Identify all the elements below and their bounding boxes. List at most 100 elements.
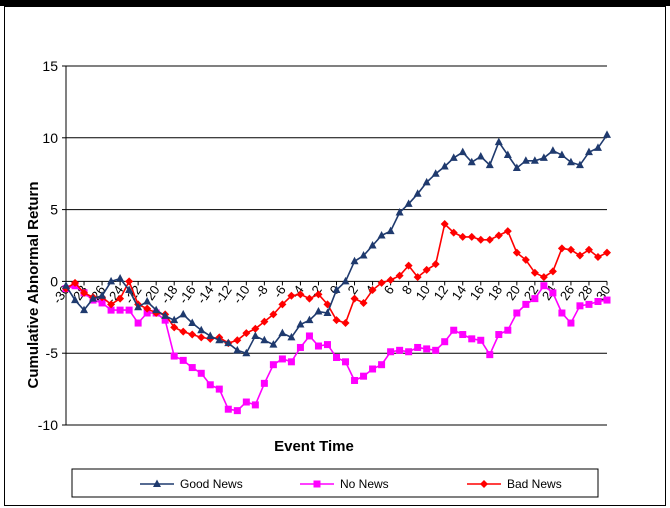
data-point <box>314 481 321 488</box>
data-point <box>315 343 322 350</box>
data-point <box>189 364 196 371</box>
data-point <box>459 148 467 156</box>
data-point <box>540 282 547 289</box>
data-point <box>576 252 584 260</box>
data-point <box>342 319 350 327</box>
data-point <box>567 246 575 254</box>
data-point <box>432 260 440 268</box>
data-point <box>251 331 259 339</box>
data-point <box>197 333 205 341</box>
data-point <box>261 380 268 387</box>
data-point <box>171 353 178 360</box>
y-tick-label: -5 <box>46 345 59 361</box>
data-point <box>594 298 601 305</box>
data-point <box>278 329 286 337</box>
data-point <box>116 274 124 282</box>
data-point <box>126 307 133 314</box>
data-point <box>585 301 592 308</box>
data-point <box>243 399 250 406</box>
data-point <box>495 231 503 239</box>
data-point <box>495 331 502 338</box>
data-point <box>432 347 439 354</box>
data-point <box>333 316 341 324</box>
data-point <box>567 320 574 327</box>
legend-label: Bad News <box>507 477 562 491</box>
x-tick-label: -8 <box>252 283 271 301</box>
data-point <box>342 358 349 365</box>
data-point <box>495 138 503 146</box>
data-point <box>188 331 196 339</box>
data-point <box>180 357 187 364</box>
data-point <box>459 233 467 241</box>
x-tick-label: 20 <box>503 283 524 303</box>
data-point <box>450 327 457 334</box>
data-point <box>450 153 458 161</box>
data-point <box>369 365 376 372</box>
data-point <box>540 153 548 161</box>
data-point <box>567 158 575 166</box>
data-point <box>198 370 205 377</box>
x-tick-label: 16 <box>467 283 488 303</box>
axes <box>62 66 607 425</box>
data-point <box>477 152 485 160</box>
data-point <box>441 338 448 345</box>
data-point <box>270 361 277 368</box>
data-point <box>540 273 548 281</box>
data-point <box>279 355 286 362</box>
data-point <box>351 377 358 384</box>
data-point <box>603 130 611 138</box>
data-point <box>288 358 295 365</box>
data-point <box>179 328 187 336</box>
data-point <box>414 344 421 351</box>
data-point <box>225 406 232 413</box>
gridlines <box>66 66 607 425</box>
data-point <box>387 348 394 355</box>
data-point <box>314 307 322 315</box>
x-tick-label: 2 <box>345 283 361 298</box>
x-axis-label: Event Time <box>274 438 354 455</box>
data-point <box>207 381 214 388</box>
y-tick-label: 5 <box>50 202 58 218</box>
data-point <box>486 351 493 358</box>
data-point <box>558 309 565 316</box>
data-point <box>351 257 359 265</box>
data-point <box>549 146 557 154</box>
x-tick-label: 10 <box>413 283 434 303</box>
data-point <box>324 341 331 348</box>
data-point <box>549 289 556 296</box>
data-point <box>135 320 142 327</box>
series-layer <box>62 130 611 414</box>
data-point <box>504 227 512 235</box>
legend-label: No News <box>340 477 389 491</box>
data-point <box>297 344 304 351</box>
data-point <box>477 236 485 244</box>
data-point <box>387 227 395 235</box>
data-point <box>233 346 241 354</box>
data-point <box>604 297 611 304</box>
data-point <box>486 236 494 244</box>
data-point <box>333 354 340 361</box>
data-point <box>387 276 395 284</box>
data-point <box>468 233 476 241</box>
y-tick-label: 15 <box>42 58 58 74</box>
data-point <box>504 327 511 334</box>
x-tick-label: 12 <box>431 283 452 303</box>
data-point <box>477 337 484 344</box>
data-point <box>306 332 313 339</box>
x-tick-label: 18 <box>485 283 506 303</box>
data-point <box>432 169 440 177</box>
data-point <box>117 307 124 314</box>
data-point <box>197 326 205 334</box>
data-point <box>459 331 466 338</box>
data-point <box>216 386 223 393</box>
data-point <box>468 335 475 342</box>
data-point <box>179 310 187 318</box>
data-point <box>423 345 430 352</box>
data-point <box>558 244 566 252</box>
data-point <box>531 295 538 302</box>
data-point <box>549 267 557 275</box>
x-tick-label: 26 <box>557 283 578 303</box>
data-point <box>342 277 350 285</box>
data-point <box>396 347 403 354</box>
